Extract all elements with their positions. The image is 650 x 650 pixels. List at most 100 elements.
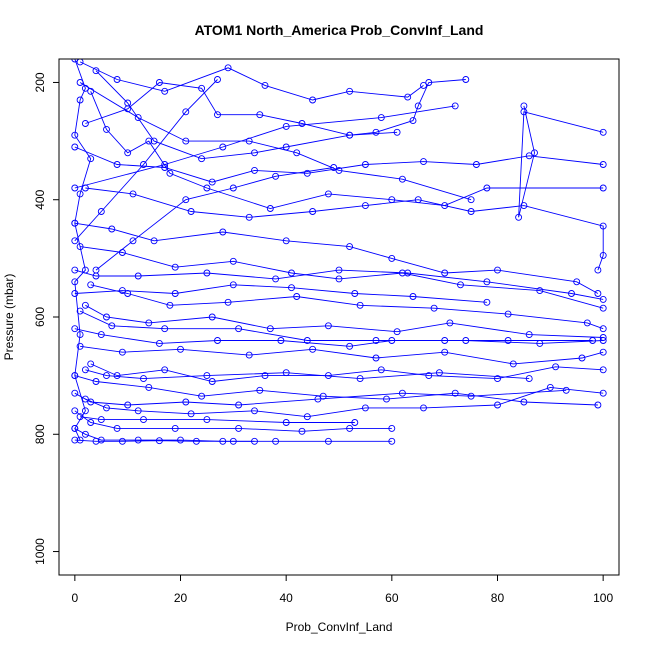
data-point [155, 437, 163, 445]
series-line [74, 59, 92, 441]
data-point [451, 102, 459, 110]
data-point [87, 360, 95, 368]
data-point [361, 161, 369, 168]
data-point [76, 96, 84, 104]
data-point [599, 295, 607, 303]
data-point [599, 128, 607, 136]
data-point [224, 64, 232, 72]
data-point [103, 404, 110, 412]
data-point [71, 436, 79, 444]
data-point [134, 114, 142, 122]
data-point [203, 184, 211, 192]
data-point [425, 79, 433, 86]
data-point [599, 222, 607, 230]
data-point [71, 325, 79, 333]
data-point [372, 128, 380, 136]
data-point [388, 254, 396, 262]
data-point [87, 155, 95, 163]
data-point [346, 243, 354, 251]
data-point [525, 375, 533, 383]
data-point [393, 128, 401, 136]
data-point [87, 398, 95, 406]
data-point [282, 369, 290, 377]
data-point [198, 84, 206, 92]
x-axis: 0 20 40 60 80 100 [72, 574, 613, 605]
y-axis-title: Pressure (mbar) [2, 274, 16, 361]
data-point [441, 337, 449, 344]
data-point [266, 325, 274, 333]
series-line [74, 269, 604, 300]
data-point [398, 389, 406, 397]
data-point [420, 81, 427, 89]
data-point [288, 269, 295, 277]
data-point [457, 281, 464, 289]
data-point [346, 87, 354, 95]
data-point [71, 278, 79, 286]
data-point [161, 87, 169, 95]
data-point [589, 337, 597, 344]
data-point [531, 149, 538, 157]
data-point [118, 437, 126, 445]
data-point [599, 337, 607, 344]
data-point [208, 313, 216, 321]
data-point [76, 243, 84, 251]
data-point [430, 304, 438, 312]
data-point [108, 322, 116, 330]
data-point [599, 389, 607, 397]
data-point [235, 325, 243, 333]
series-line [79, 310, 593, 341]
data-point [124, 105, 132, 113]
data-point [324, 437, 332, 445]
data-point [599, 304, 607, 312]
data-point [451, 389, 459, 397]
data-point [372, 354, 380, 362]
series-line [79, 61, 424, 101]
data-point [203, 416, 211, 424]
data-point [298, 427, 306, 435]
data-point [509, 360, 517, 368]
data-point [409, 293, 417, 300]
data-point [314, 395, 322, 403]
data-point [346, 131, 354, 139]
data-point [129, 237, 137, 245]
series-line [74, 284, 487, 303]
data-point [76, 59, 84, 66]
data-point [81, 120, 89, 127]
data-point [356, 375, 364, 383]
data-point [251, 149, 258, 157]
data-point [71, 219, 79, 227]
data-point [134, 272, 142, 280]
data-point [219, 143, 227, 151]
data-point [599, 184, 607, 192]
data-point [520, 108, 528, 116]
series-line [85, 187, 604, 271]
data-point [335, 166, 343, 174]
data-point [124, 401, 132, 409]
data-point [388, 424, 396, 432]
data-point [346, 342, 354, 350]
data-point [594, 266, 602, 274]
data-point [351, 290, 359, 297]
data-point [214, 76, 221, 83]
data-point [303, 413, 311, 421]
data-point [182, 196, 190, 204]
data-point [520, 398, 528, 406]
data-point [361, 202, 369, 210]
data-point [208, 178, 216, 186]
data-point [71, 407, 79, 415]
data-point [309, 345, 317, 353]
data-point [71, 143, 79, 151]
data-point [568, 290, 575, 297]
data-point [536, 287, 544, 295]
data-point [81, 301, 89, 309]
data-point [245, 351, 253, 359]
series-line [95, 70, 466, 160]
data-point [97, 416, 105, 424]
data-point [552, 363, 560, 371]
series-line [85, 304, 604, 338]
y-tick-label: 1000 [33, 538, 47, 565]
data-point [494, 401, 501, 409]
data-point [71, 184, 79, 192]
data-point [219, 228, 227, 236]
data-point [150, 237, 158, 245]
